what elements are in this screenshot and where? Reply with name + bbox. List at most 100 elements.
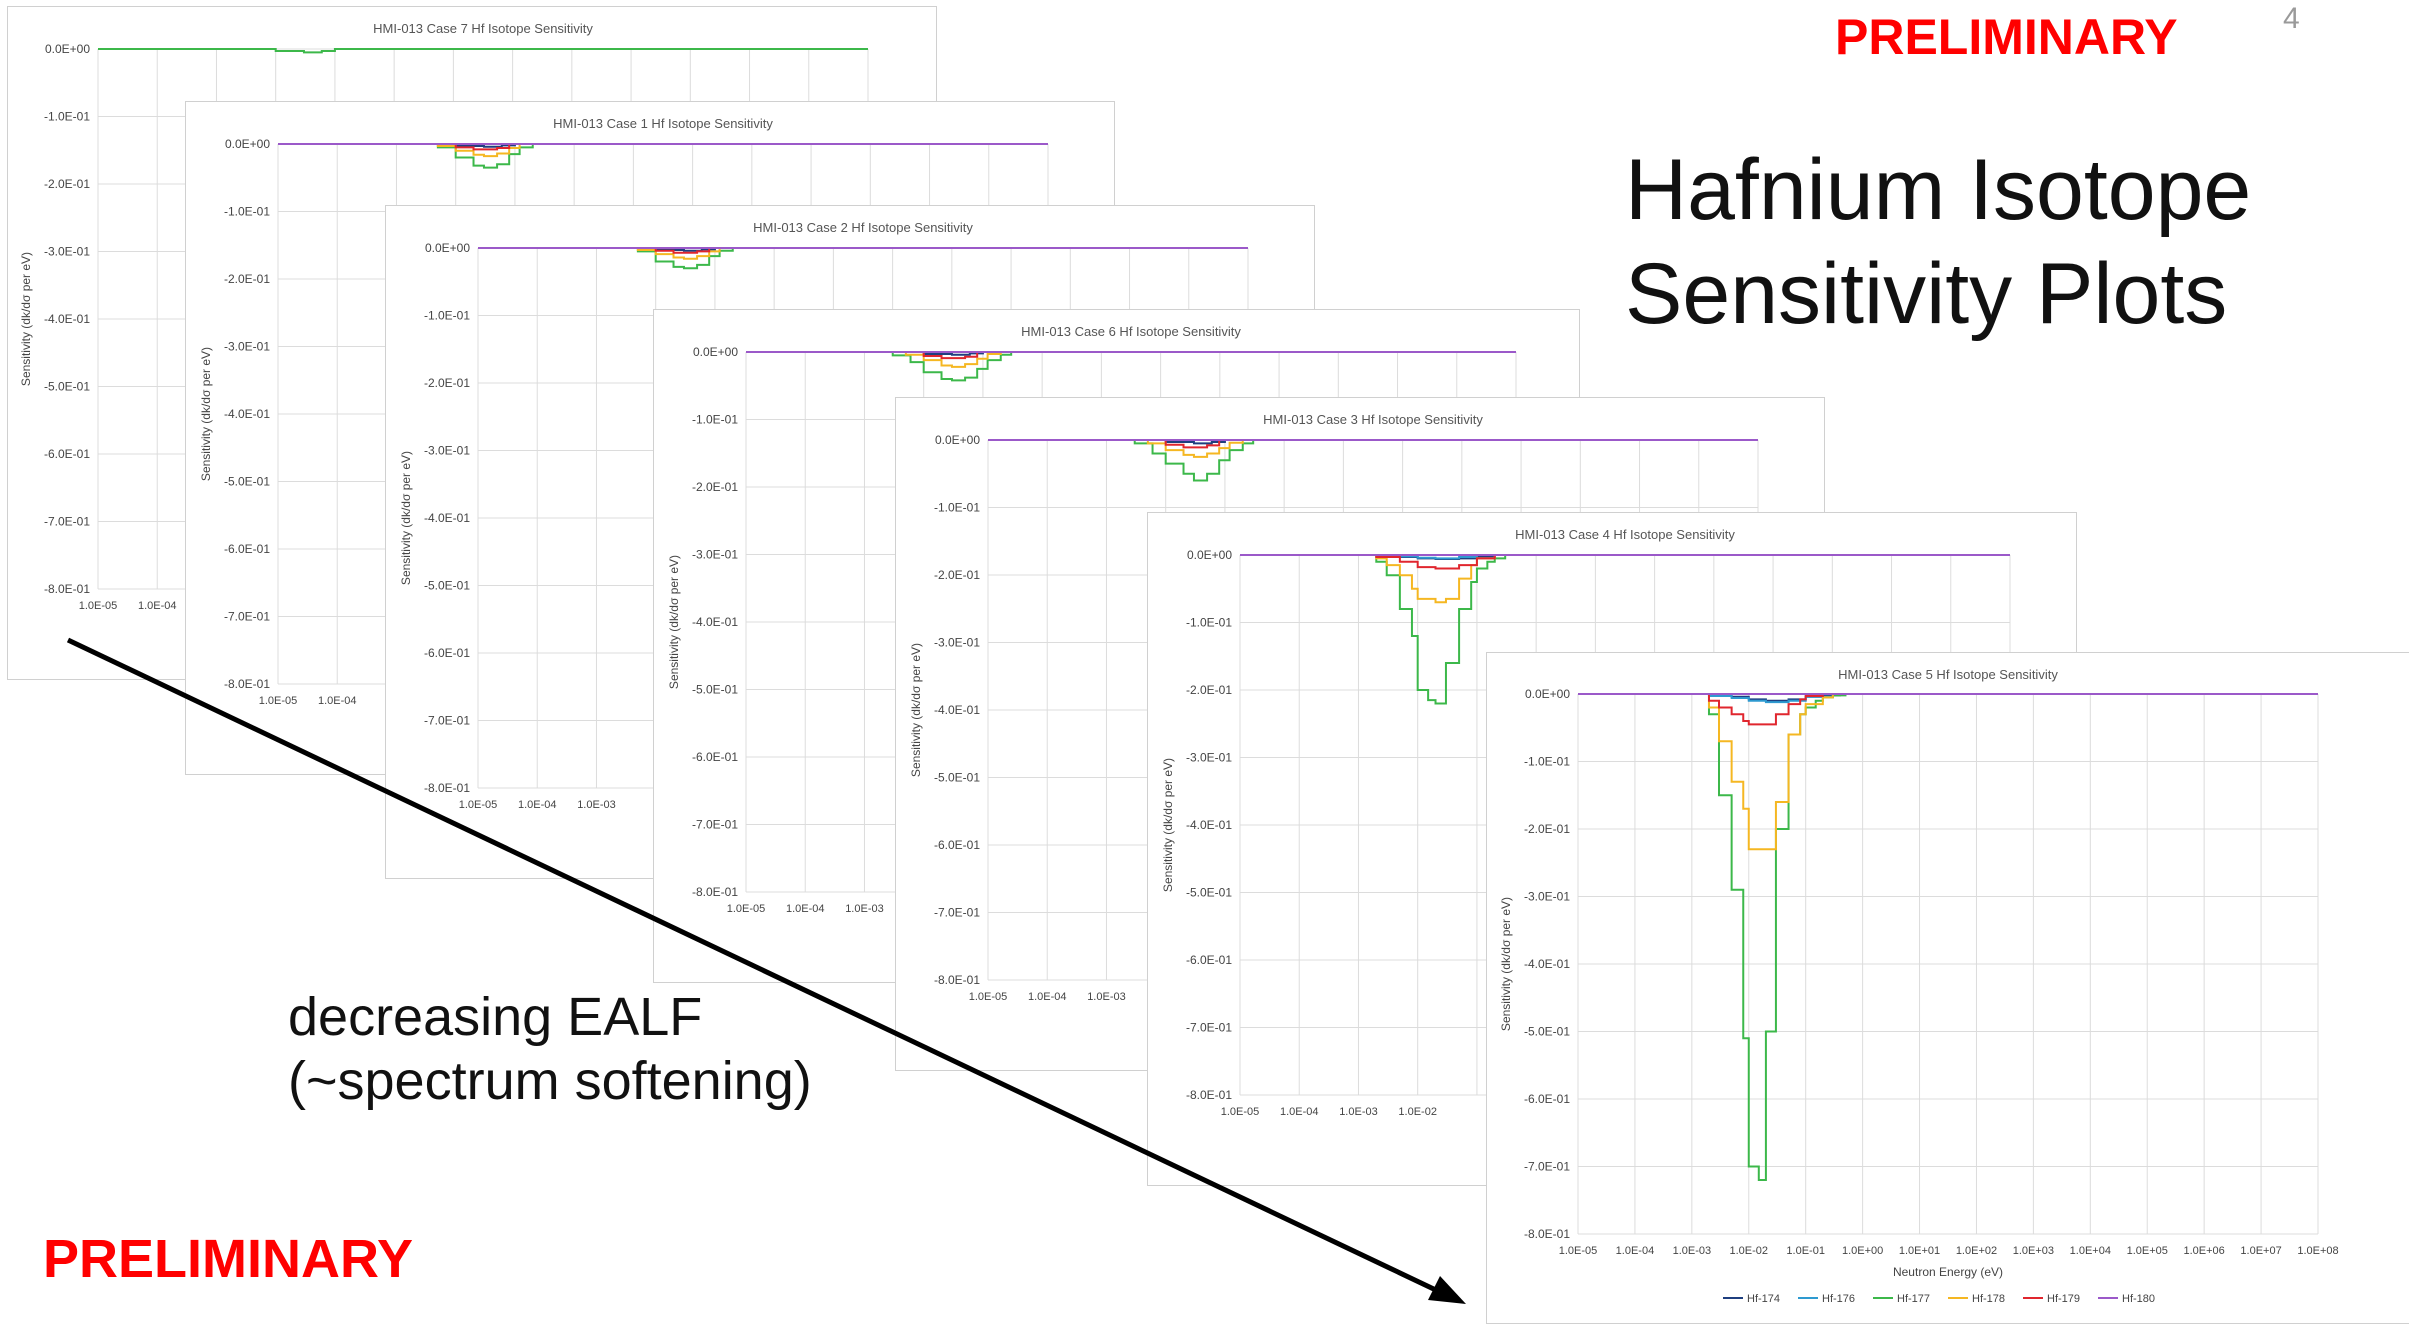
chart-card-7: HMI-013 Case 5 Hf Isotope Sensitivity 0.0… xyxy=(1486,652,2409,1324)
y-tick-label: -1.0E-01 xyxy=(1186,616,1232,630)
y-tick-label: -3.0E-01 xyxy=(224,340,270,354)
series-line-hf-179 xyxy=(478,247,1248,254)
preliminary-label-bottom: PRELIMINARY xyxy=(43,1229,414,1289)
y-tick-label: -3.0E-01 xyxy=(692,548,738,562)
series-line-hf-174 xyxy=(1578,693,2318,702)
x-tick-label: 1.0E+05 xyxy=(2127,1245,2168,1257)
y-tick-label: -7.0E-01 xyxy=(1186,1021,1232,1035)
x-tick-label: 1.0E-05 xyxy=(459,799,498,811)
y-tick-label: -3.0E-01 xyxy=(44,245,90,259)
x-tick-label: 1.0E+02 xyxy=(1956,1245,1997,1257)
y-tick-label: -7.0E-01 xyxy=(224,610,270,624)
legend-label: Hf-179 xyxy=(2047,1293,2080,1305)
y-tick-label: -2.0E-01 xyxy=(934,568,980,582)
series-line-hf-177 xyxy=(746,351,1516,382)
y-tick-label: -1.0E-01 xyxy=(44,110,90,124)
y-tick-label: -7.0E-01 xyxy=(692,818,738,832)
series-line-hf-177 xyxy=(98,48,868,54)
series-line-hf-178 xyxy=(278,143,1048,158)
y-axis-label: Sensitivity (dk/dσ per eV) xyxy=(199,347,213,481)
y-axis-label: Sensitivity (dk/dσ per eV) xyxy=(1499,897,1513,1031)
y-tick-label: -4.0E-01 xyxy=(1524,957,1570,971)
y-tick-label: -1.0E-01 xyxy=(424,309,470,323)
preliminary-label-top: PRELIMINARY xyxy=(1835,9,2178,65)
ealf-note-line1: decreasing EALF xyxy=(288,987,703,1047)
y-tick-label: -4.0E-01 xyxy=(44,312,90,326)
x-tick-label: 1.0E-04 xyxy=(138,600,177,612)
x-tick-label: 1.0E+08 xyxy=(2297,1245,2338,1257)
y-tick-label: -2.0E-01 xyxy=(224,272,270,286)
y-tick-label: -5.0E-01 xyxy=(1186,886,1232,900)
y-axis-label: Sensitivity (dk/dσ per eV) xyxy=(19,252,33,386)
slide-title: Hafnium Isotope Sensitivity Plots xyxy=(1625,138,2251,346)
page-number: 4 xyxy=(2283,2,2300,35)
y-tick-label: -4.0E-01 xyxy=(1186,818,1232,832)
y-tick-label: -5.0E-01 xyxy=(692,683,738,697)
legend-label: Hf-174 xyxy=(1747,1293,1780,1305)
x-tick-label: 1.0E-05 xyxy=(79,600,118,612)
series-line-hf-179 xyxy=(1240,554,2010,570)
chart-title: HMI-013 Case 7 Hf Isotope Sensitivity xyxy=(373,21,593,36)
x-tick-label: 1.0E-05 xyxy=(969,991,1008,1003)
y-tick-label: -3.0E-01 xyxy=(424,444,470,458)
ealf-note-line2: (~spectrum softening) xyxy=(288,1051,812,1111)
y-tick-label: -7.0E-01 xyxy=(934,906,980,920)
y-tick-label: -5.0E-01 xyxy=(44,380,90,394)
chart-title: HMI-013 Case 5 Hf Isotope Sensitivity xyxy=(1838,667,2058,682)
y-tick-label: -6.0E-01 xyxy=(424,646,470,660)
y-tick-label: 0.0E+00 xyxy=(1187,548,1232,562)
x-tick-label: 1.0E+00 xyxy=(1842,1245,1883,1257)
x-tick-label: 1.0E-01 xyxy=(1786,1245,1825,1257)
chart-title: HMI-013 Case 4 Hf Isotope Sensitivity xyxy=(1515,527,1735,542)
series-line-hf-179 xyxy=(746,351,1516,360)
y-tick-label: -5.0E-01 xyxy=(934,771,980,785)
chart-title: HMI-013 Case 6 Hf Isotope Sensitivity xyxy=(1021,324,1241,339)
y-tick-label: -1.0E-01 xyxy=(934,501,980,515)
y-tick-label: -3.0E-01 xyxy=(1524,890,1570,904)
y-tick-label: -5.0E-01 xyxy=(424,579,470,593)
y-tick-label: 0.0E+00 xyxy=(1525,687,1570,701)
y-tick-label: -2.0E-01 xyxy=(692,480,738,494)
y-tick-label: 0.0E+00 xyxy=(935,433,980,447)
legend-label: Hf-176 xyxy=(1822,1293,1855,1305)
series-line-hf-177 xyxy=(478,247,1248,270)
y-tick-label: -8.0E-01 xyxy=(934,973,980,987)
x-tick-label: 1.0E-05 xyxy=(727,903,766,915)
y-tick-label: 0.0E+00 xyxy=(45,42,90,56)
x-tick-label: 1.0E+07 xyxy=(2240,1245,2281,1257)
y-tick-label: -6.0E-01 xyxy=(224,542,270,556)
y-tick-label: -6.0E-01 xyxy=(44,447,90,461)
x-tick-label: 1.0E-03 xyxy=(1087,991,1126,1003)
y-tick-label: -5.0E-01 xyxy=(1524,1025,1570,1039)
y-axis-label: Sensitivity (dk/dσ per eV) xyxy=(399,451,413,585)
series-line-hf-179 xyxy=(278,143,1048,151)
y-tick-label: -3.0E-01 xyxy=(1186,751,1232,765)
series-line-hf-177 xyxy=(1578,693,2318,1181)
series-line-hf-178 xyxy=(478,247,1248,260)
y-tick-label: -8.0E-01 xyxy=(224,677,270,691)
y-tick-label: -6.0E-01 xyxy=(1186,953,1232,967)
y-tick-label: -8.0E-01 xyxy=(1524,1227,1570,1241)
y-tick-label: -6.0E-01 xyxy=(1524,1092,1570,1106)
y-tick-label: -8.0E-01 xyxy=(692,885,738,899)
x-tick-label: 1.0E-03 xyxy=(845,903,884,915)
x-tick-label: 1.0E-05 xyxy=(259,695,298,707)
chart-title: HMI-013 Case 1 Hf Isotope Sensitivity xyxy=(553,116,773,131)
x-tick-label: 1.0E-04 xyxy=(518,799,557,811)
x-tick-label: 1.0E-05 xyxy=(1221,1106,1260,1118)
chart-svg: HMI-013 Case 5 Hf Isotope Sensitivity 0.0… xyxy=(1499,667,2339,1305)
x-tick-label: 1.0E-04 xyxy=(1028,991,1067,1003)
y-tick-label: -2.0E-01 xyxy=(424,376,470,390)
chart-title: HMI-013 Case 2 Hf Isotope Sensitivity xyxy=(753,220,973,235)
y-axis-label: Sensitivity (dk/dσ per eV) xyxy=(667,555,681,689)
x-tick-label: 1.0E+06 xyxy=(2184,1245,2225,1257)
y-tick-label: -7.0E-01 xyxy=(424,714,470,728)
x-tick-label: 1.0E-05 xyxy=(1559,1245,1598,1257)
series-line-hf-178 xyxy=(1578,693,2318,851)
y-tick-label: 0.0E+00 xyxy=(693,345,738,359)
series-line-hf-176 xyxy=(1578,693,2318,704)
series-line-hf-178 xyxy=(746,351,1516,368)
x-tick-label: 1.0E-03 xyxy=(1339,1106,1378,1118)
x-tick-label: 1.0E-04 xyxy=(318,695,357,707)
y-tick-label: 0.0E+00 xyxy=(225,137,270,151)
